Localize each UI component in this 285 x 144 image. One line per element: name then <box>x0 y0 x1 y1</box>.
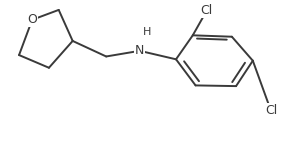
Text: Cl: Cl <box>201 4 213 17</box>
Text: H: H <box>142 28 151 37</box>
Text: N: N <box>135 44 144 57</box>
Text: Cl: Cl <box>265 104 277 117</box>
Text: O: O <box>27 13 37 26</box>
